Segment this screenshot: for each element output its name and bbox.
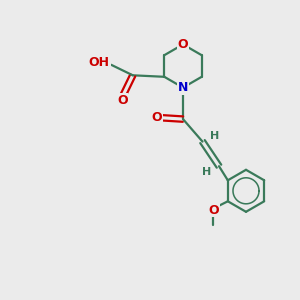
Text: N: N [178, 81, 188, 94]
Text: O: O [208, 203, 219, 217]
Text: O: O [117, 94, 128, 107]
Text: H: H [202, 167, 211, 177]
Text: OH: OH [89, 56, 110, 69]
Text: O: O [151, 111, 162, 124]
Text: O: O [178, 38, 188, 51]
Text: H: H [211, 131, 220, 141]
